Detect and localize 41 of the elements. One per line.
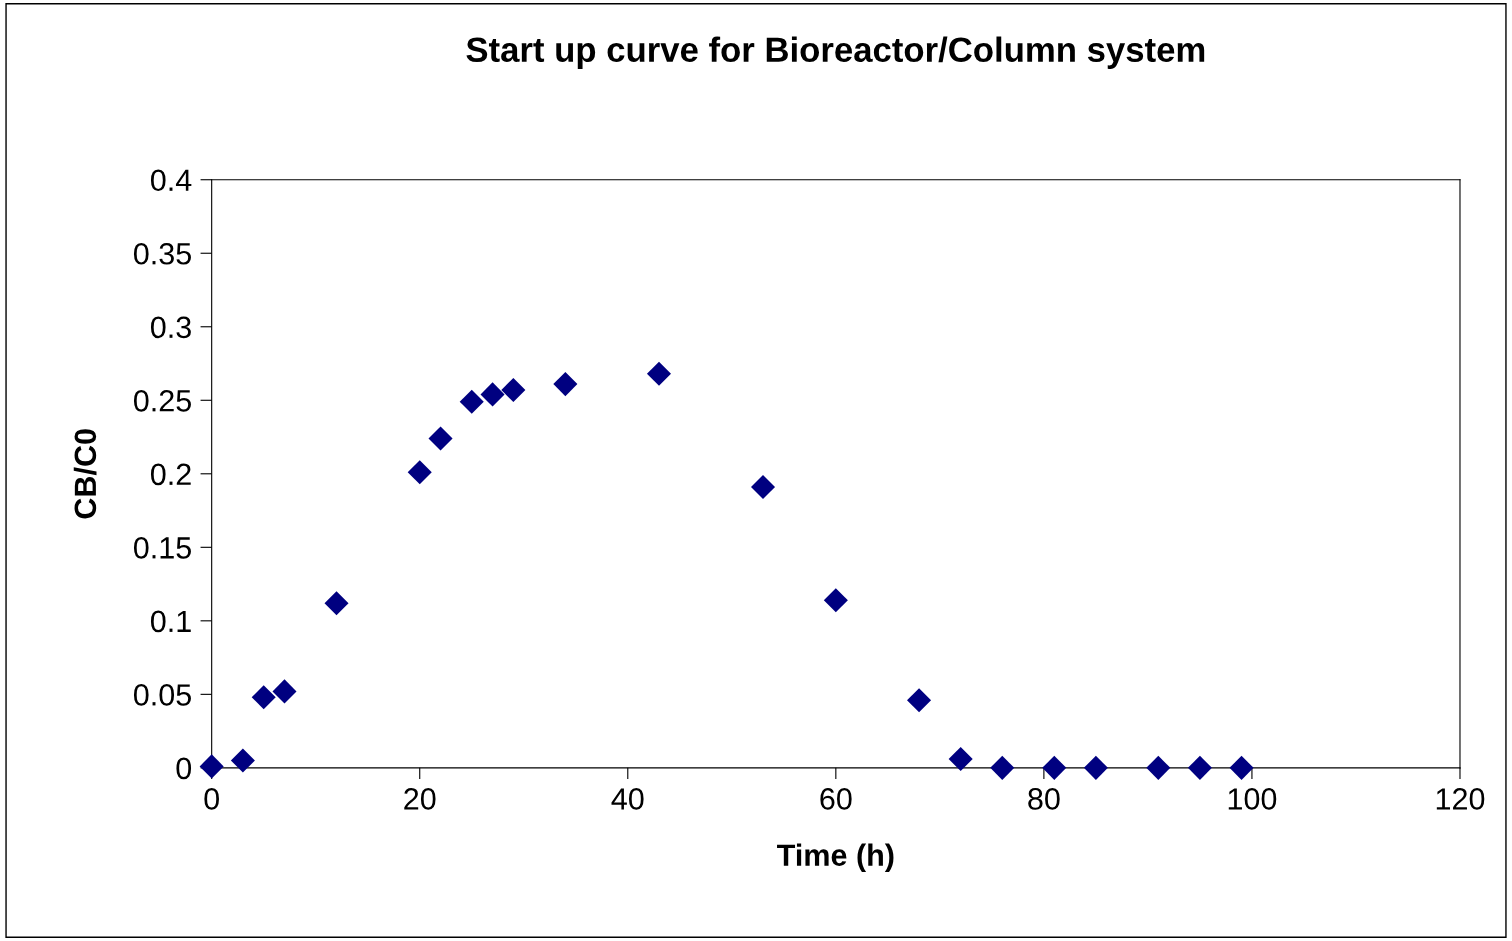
x-tick-label: 40	[611, 788, 644, 810]
point	[948, 747, 973, 772]
x-tick-label: 60	[820, 788, 852, 810]
point	[272, 679, 297, 704]
y-tick-label: 0.25	[133, 390, 191, 412]
x-axis-title: Time (h)	[777, 843, 894, 873]
y-tick-label: 0.15	[133, 537, 191, 559]
point	[501, 377, 526, 403]
point	[459, 389, 484, 414]
point	[199, 754, 224, 779]
x-tick-label: 120	[1436, 788, 1485, 810]
point	[823, 588, 848, 613]
point	[990, 755, 1015, 780]
point	[750, 475, 776, 500]
point	[646, 361, 672, 386]
x-tick-label: 20	[404, 788, 436, 810]
x-tick-label: 0	[204, 788, 219, 810]
y-tick-label: 0.2	[150, 463, 191, 486]
point	[230, 748, 255, 773]
y-tick-label: 0.35	[133, 242, 191, 265]
point	[1187, 755, 1212, 780]
y-tick-label: 0	[176, 757, 192, 780]
x-tick-label: 100	[1228, 788, 1277, 810]
point	[1083, 755, 1108, 780]
point	[324, 591, 349, 616]
point	[407, 460, 432, 485]
y-tick-label: 0.3	[150, 316, 191, 339]
chart-title: Start up curve for Bioreactor/Column system	[466, 36, 1205, 69]
point	[1146, 755, 1171, 780]
point	[1042, 755, 1067, 780]
x-tick-label: 80	[1028, 788, 1060, 810]
y-tick-label: 0.4	[150, 169, 192, 192]
y-tick-label: 0.05	[133, 684, 191, 706]
point	[251, 685, 276, 710]
y-tick-label: 0.1	[150, 610, 191, 633]
point	[907, 688, 932, 713]
point	[428, 426, 453, 451]
y-axis-title: CB/C0	[73, 429, 97, 519]
point	[553, 372, 578, 397]
point	[1229, 755, 1254, 780]
point	[480, 382, 505, 407]
